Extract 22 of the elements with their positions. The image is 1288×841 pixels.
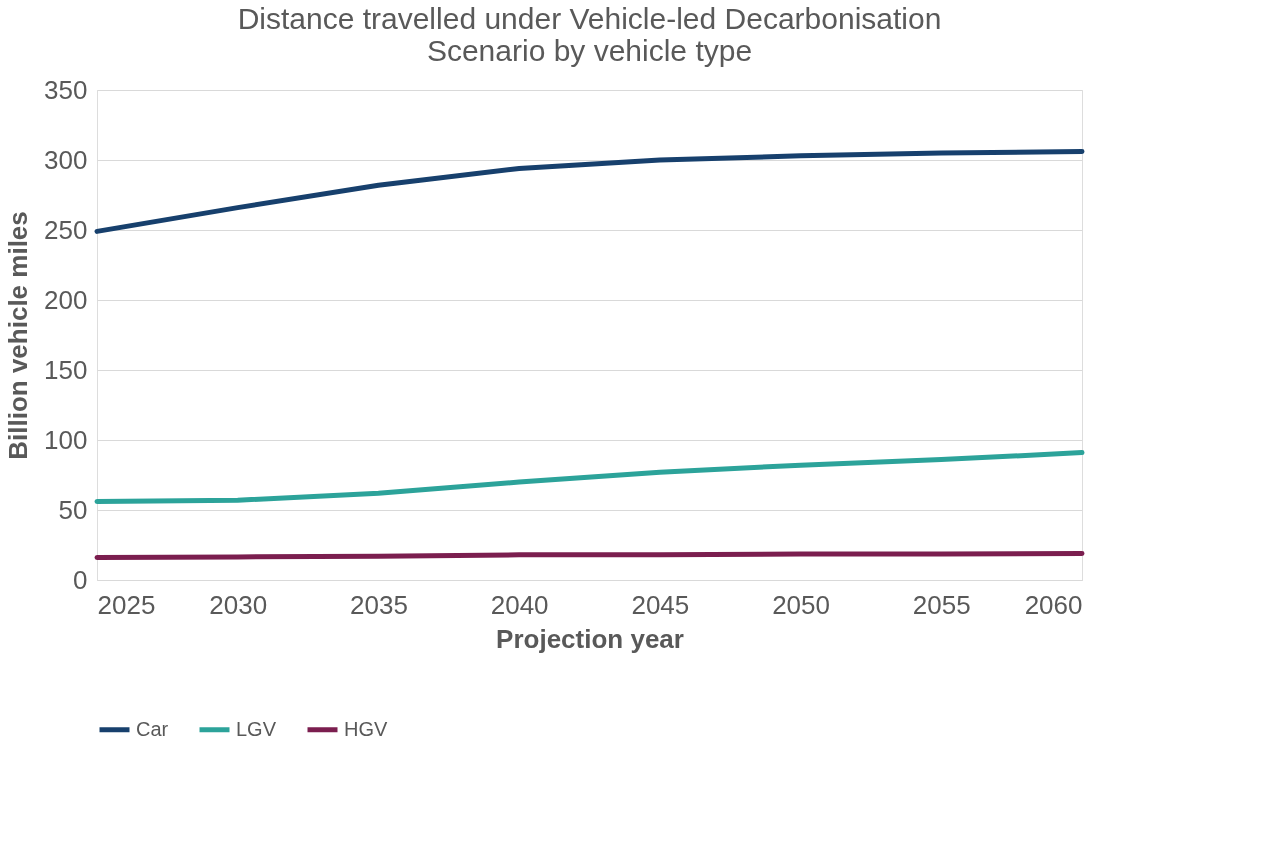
legend-label: Car [136,717,169,740]
y-tick-label: 50 [58,494,88,525]
x-tick-label: 2040 [490,589,549,620]
y-axis-title: Billion vehicle miles [3,211,34,460]
legend-label: LGV [236,717,277,740]
x-tick-label: 2060 [1024,589,1083,620]
x-tick-label: 2030 [209,589,268,620]
x-tick-label: 2055 [912,589,971,620]
legend-label: HGV [344,717,388,740]
y-tick-label: 0 [73,564,88,595]
y-tick-label: 250 [44,214,88,245]
y-tick-label: 300 [44,144,88,175]
x-axis-title: Projection year [496,623,684,654]
y-tick-label: 200 [44,284,88,315]
y-tick-label: 100 [44,424,88,455]
x-tick-label: 2025 [97,589,156,620]
x-tick-label: 2045 [631,589,690,620]
chart-title: Distance travelled under Vehicle-led Decarbonisation Scenario by vehicle type [237,2,942,67]
y-tick-label: 150 [44,354,88,385]
y-tick-label: 350 [44,74,88,105]
x-tick-label: 2035 [350,589,408,620]
x-tick-label: 2050 [772,589,830,620]
